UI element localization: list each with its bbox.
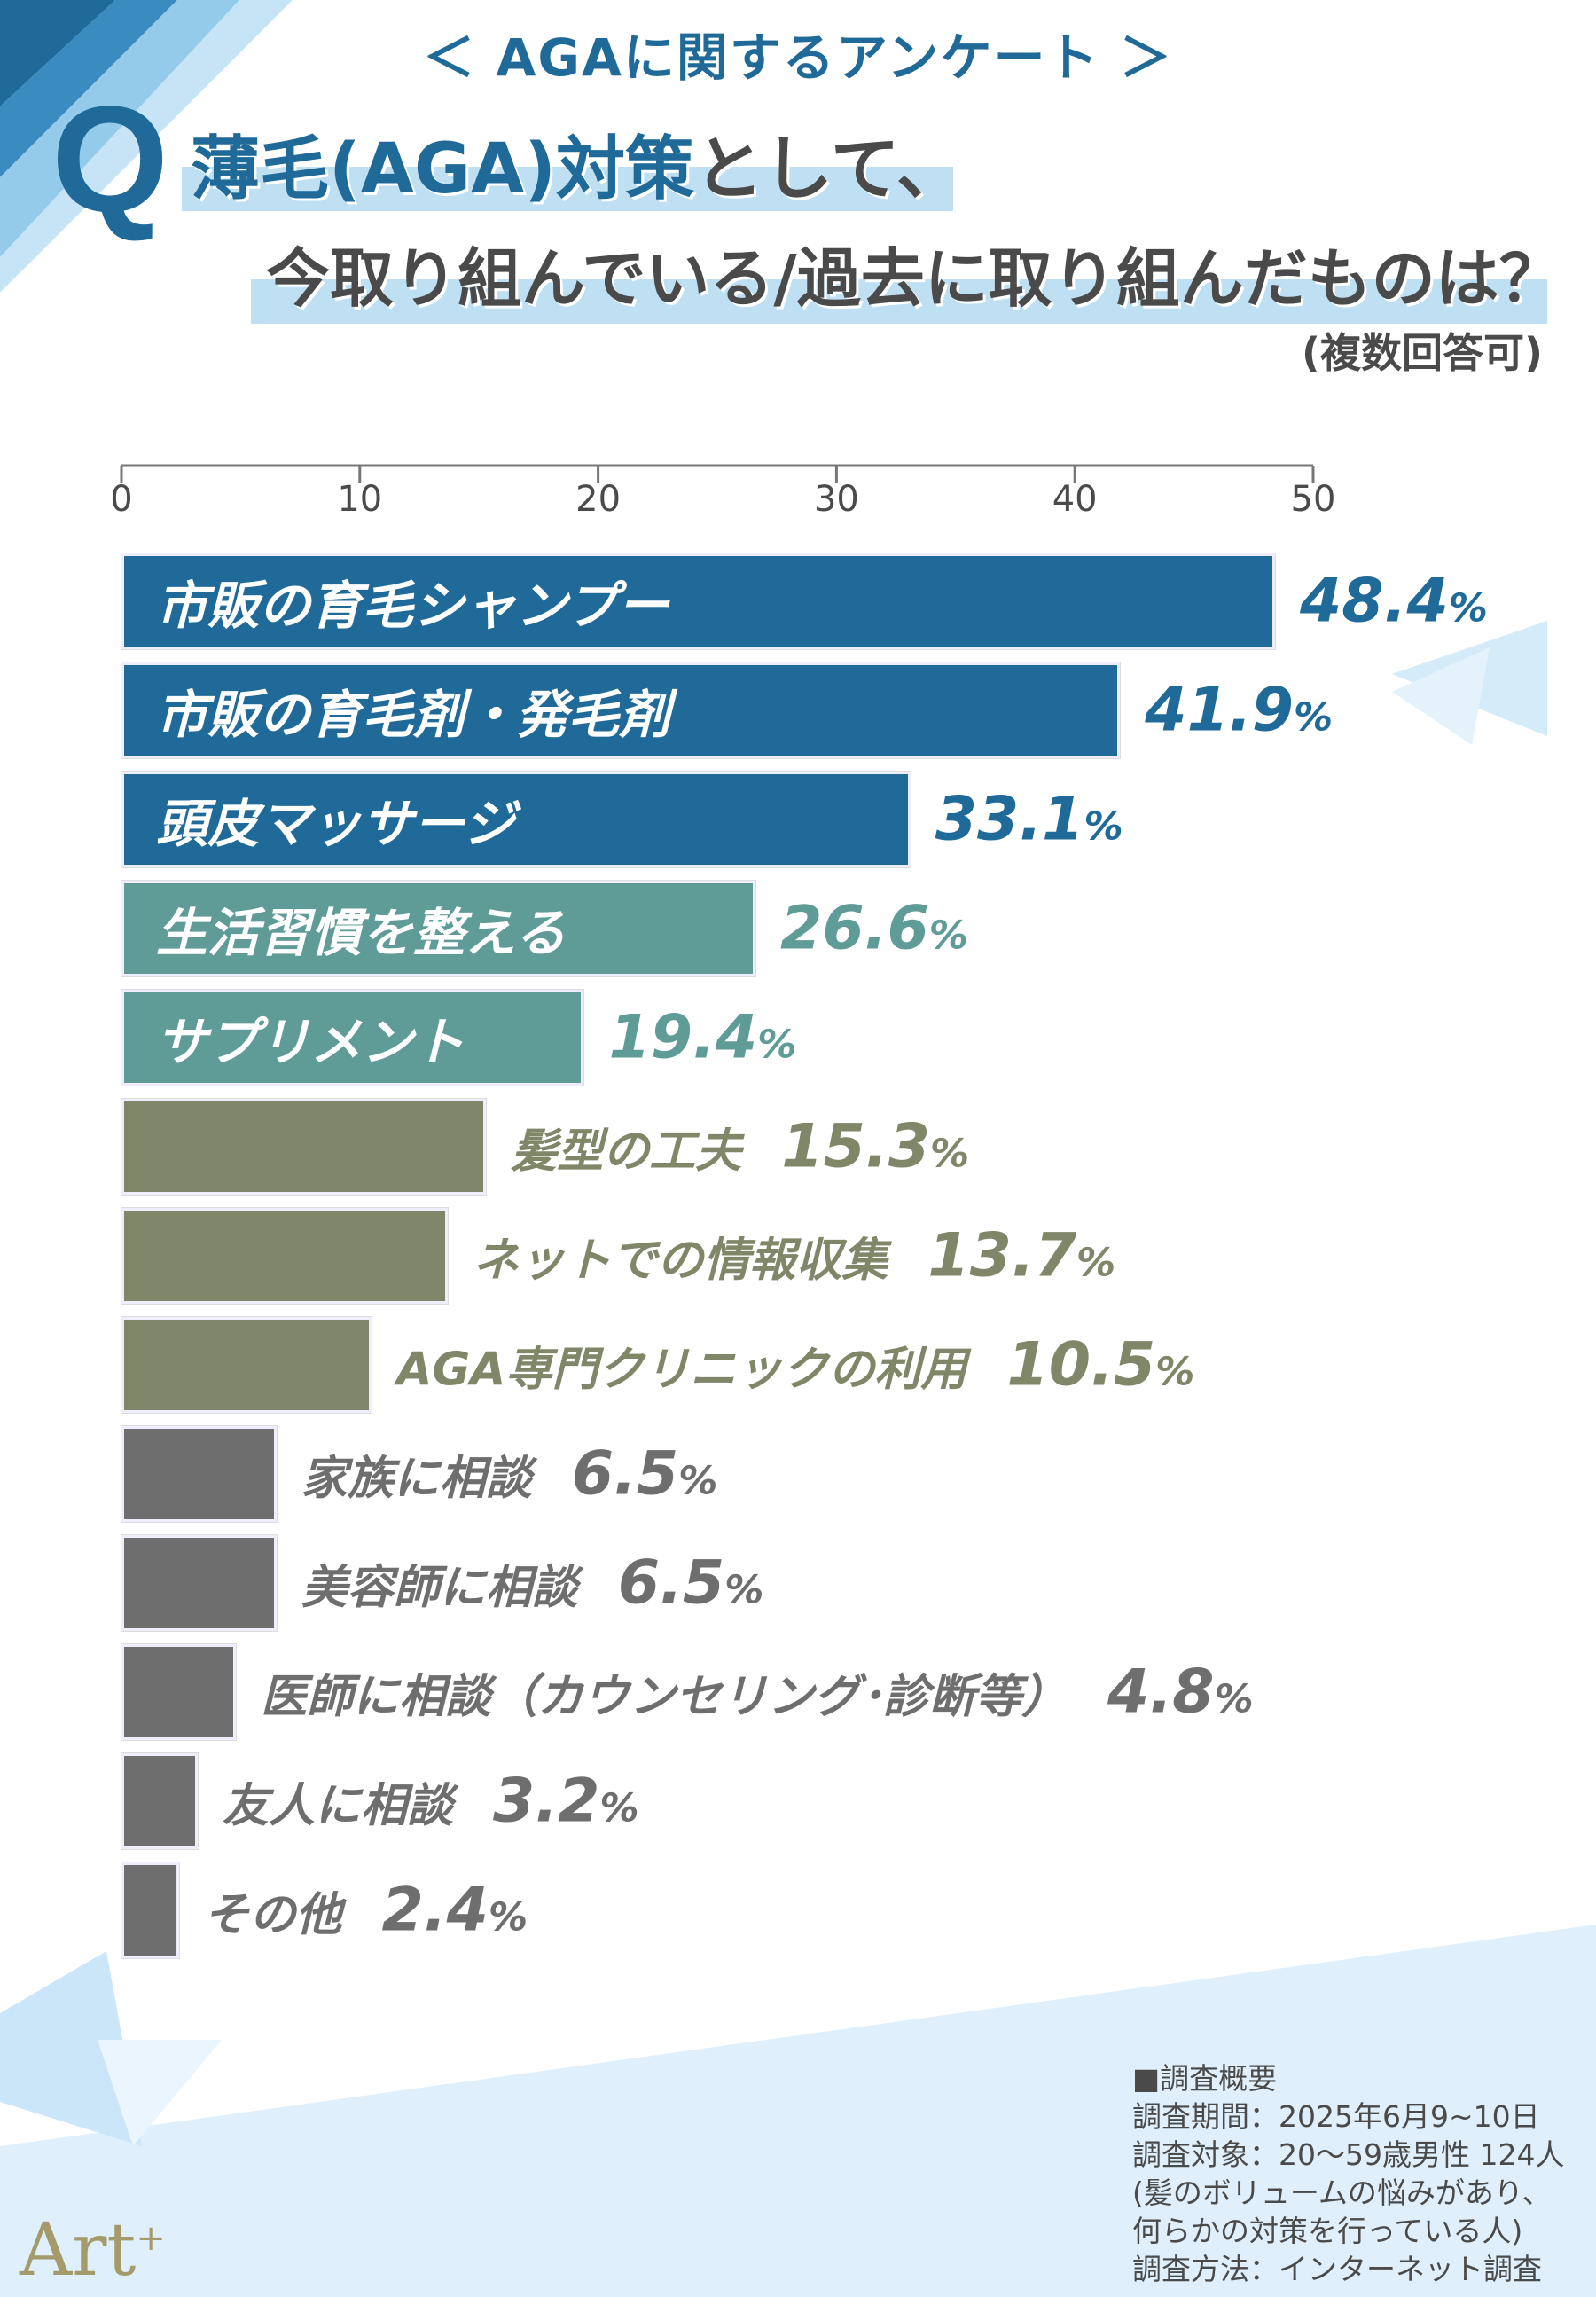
summary-line: (髪のボリュームの悩みがあり、 <box>1132 2175 1552 2210</box>
x-tick-label: 50 <box>1290 479 1336 520</box>
bar <box>121 1426 277 1522</box>
percent-unit: % <box>928 913 968 959</box>
bar: 市販の育毛剤・発毛剤 <box>121 662 1121 758</box>
percent-unit: % <box>488 1894 528 1940</box>
category-label: 家族に相談 <box>301 1452 532 1506</box>
x-tick-label: 30 <box>813 479 859 520</box>
value-label: 15.3% <box>781 1112 969 1182</box>
percent-unit: % <box>1076 1240 1116 1286</box>
bar <box>121 1099 487 1195</box>
bar <box>121 1862 179 1958</box>
bar: サプリメント <box>121 990 584 1086</box>
category-label: その他 <box>203 1888 342 1942</box>
category-label: サプリメント <box>156 1012 466 1072</box>
category-label: 市販の育毛シャンプー <box>156 576 669 636</box>
category-label: 市販の育毛剤・発毛剤 <box>156 685 671 745</box>
value-label: 10.5% <box>1006 1330 1194 1400</box>
survey-title: ＜ AGAに関するアンケート ＞ <box>423 27 1173 88</box>
x-tick-label: 0 <box>110 479 133 520</box>
category-label: 友人に相談 <box>223 1779 454 1833</box>
bar <box>121 1753 199 1849</box>
value-label: 13.7% <box>927 1221 1115 1291</box>
value-label: 48.4% <box>1300 567 1488 637</box>
value-number: 15.3 <box>781 1111 931 1182</box>
value-number: 33.1 <box>935 784 1084 855</box>
bar <box>121 1317 372 1413</box>
value-number: 48.4 <box>1299 566 1449 637</box>
title-highlight <box>182 167 953 211</box>
value-number: 2.4 <box>381 1875 489 1946</box>
summary-line: 調査方法：インターネット調査 <box>1132 2252 1542 2286</box>
percent-unit: % <box>930 1131 970 1177</box>
percent-unit: % <box>1448 585 1488 631</box>
value-label: 3.2% <box>493 1767 639 1837</box>
value-label: 41.9% <box>1145 676 1333 746</box>
art-plus-logo: Art+ <box>20 2208 166 2293</box>
category-label: ネットでの情報収集 <box>473 1234 888 1288</box>
multiple-answer-note: (複数回答可) <box>1301 329 1543 377</box>
survey-summary: ■調査概要 調査期間：2025年6月9~10日 調査対象：20〜59歳男性 124人… <box>1132 2059 1564 2288</box>
question-rest-text: として、 <box>694 129 966 209</box>
value-number: 3.2 <box>493 1766 600 1837</box>
bar <box>121 1535 277 1631</box>
value-label: 2.4% <box>382 1876 528 1946</box>
x-tick-label: 10 <box>337 479 383 520</box>
summary-line: 調査期間：2025年6月9~10日 <box>1132 2099 1540 2134</box>
value-number: 19.4 <box>608 1002 758 1073</box>
x-tick-label: 40 <box>1052 479 1098 520</box>
value-label: 19.4% <box>608 1003 796 1073</box>
x-tick-label: 20 <box>575 479 622 520</box>
category-label: 美容師に相談 <box>301 1561 578 1615</box>
percent-unit: % <box>1084 804 1123 850</box>
value-label: 4.8% <box>1107 1658 1254 1728</box>
value-number: 41.9 <box>1145 675 1295 746</box>
category-label: AGA専門クリニックの利用 <box>396 1343 967 1397</box>
category-label: 医師に相談（カウンセリング･診断等） <box>261 1670 1068 1724</box>
percent-unit: % <box>1214 1676 1254 1722</box>
bar: 生活習慣を整える <box>121 881 755 976</box>
bar: 頭皮マッサージ <box>121 772 911 867</box>
summary-line: 何らかの対策を行っている人) <box>1132 2214 1523 2248</box>
value-label: 6.5% <box>618 1548 764 1619</box>
value-number: 6.5 <box>617 1548 725 1619</box>
category-label: 生活習慣を整える <box>156 903 567 963</box>
q-icon: Q <box>51 75 169 244</box>
percent-unit: % <box>599 1785 639 1831</box>
value-label: 26.6% <box>780 894 968 964</box>
percent-unit: % <box>678 1458 718 1504</box>
value-number: 6.5 <box>571 1439 679 1509</box>
value-label: 33.1% <box>935 785 1123 855</box>
question-line2: 今取り組んでいる/過去に取り組んだものは？ <box>266 241 1563 316</box>
percent-unit: % <box>1294 694 1334 741</box>
title-highlight <box>251 279 1547 324</box>
summary-heading: ■調査概要 <box>1132 2061 1278 2096</box>
percent-unit: % <box>1155 1349 1195 1395</box>
value-number: 4.8 <box>1107 1657 1215 1728</box>
summary-line: 調査対象：20〜59歳男性 124人 <box>1132 2137 1565 2172</box>
question-line1: 薄毛(AGA)対策として、 <box>191 114 966 213</box>
value-number: 10.5 <box>1006 1329 1156 1400</box>
category-label: 髪型の工夫 <box>511 1125 742 1179</box>
value-label: 6.5% <box>572 1439 718 1509</box>
category-label: 頭皮マッサージ <box>156 794 515 854</box>
percent-unit: % <box>724 1567 764 1613</box>
percent-unit: % <box>757 1022 797 1068</box>
question-highlight-text: 薄毛(AGA)対策 <box>191 129 695 209</box>
value-number: 26.6 <box>780 893 929 964</box>
bar <box>121 1644 237 1740</box>
value-number: 13.7 <box>927 1220 1077 1291</box>
bar: 市販の育毛シャンプー <box>121 553 1275 649</box>
bar <box>121 1208 449 1304</box>
